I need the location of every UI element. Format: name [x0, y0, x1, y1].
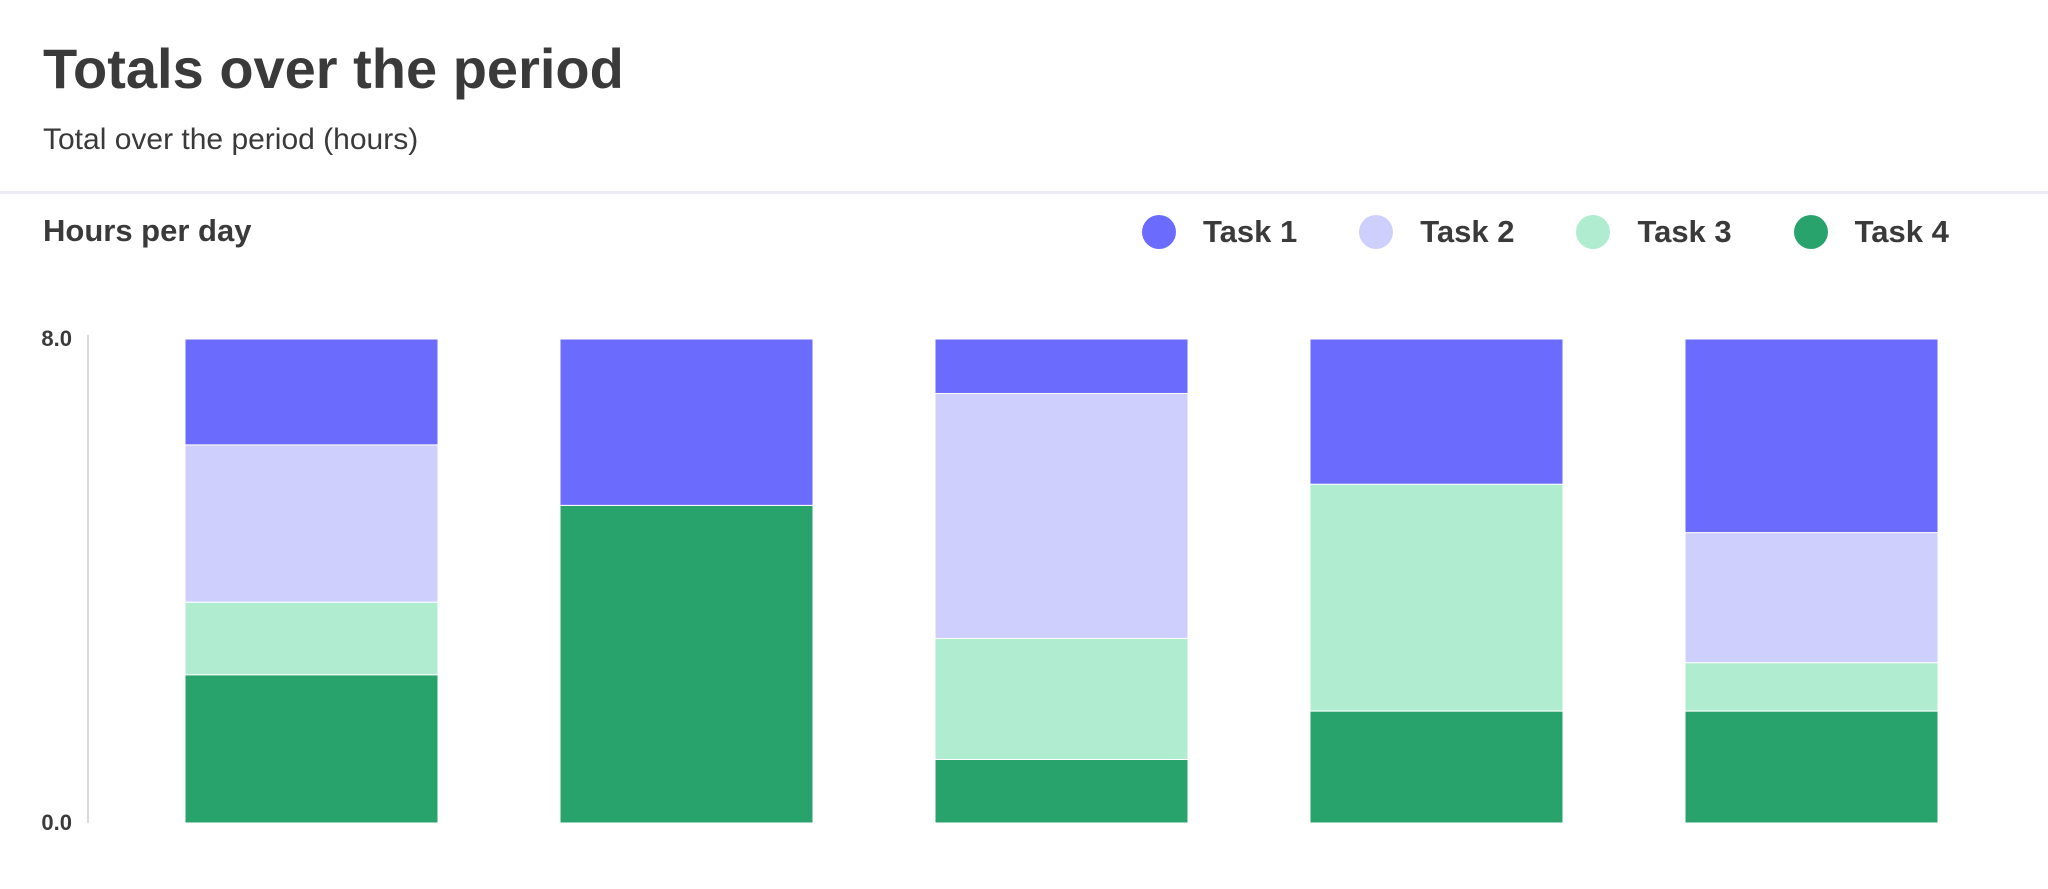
chart-heading: Hours per day	[43, 213, 252, 248]
bar-segment-task-1-4[interactable]	[1309, 338, 1564, 485]
legend-item-task-3[interactable]: Task 3	[1576, 214, 1732, 250]
bar-segment-task-3-4[interactable]	[1309, 483, 1564, 712]
bar-segment-task-1-2[interactable]	[559, 338, 814, 506]
bar-segment-task-4-5[interactable]	[1684, 710, 1939, 824]
bar-segment-task-3-1[interactable]	[184, 601, 439, 676]
page-subtitle: Total over the period (hours)	[43, 123, 419, 156]
bar-segment-task-1-3[interactable]	[934, 338, 1189, 394]
bar-segment-task-1-5[interactable]	[1684, 338, 1939, 534]
bar-segment-task-2-1[interactable]	[184, 444, 439, 603]
chart-legend: Task 1 Task 2 Task 3 Task 4	[1142, 213, 1949, 251]
chart-card: Hours per day Task 1 Task 2 Task 3 Task 4 0…	[0, 194, 2048, 889]
legend-swatch	[1793, 215, 1828, 249]
legend-swatch	[1142, 215, 1176, 249]
legend-item-task-2[interactable]: Task 2	[1359, 214, 1514, 250]
bar-segment-task-3-5[interactable]	[1684, 662, 1939, 712]
bar-segment-task-3-3[interactable]	[934, 637, 1189, 760]
bar-segment-task-4-4[interactable]	[1309, 710, 1564, 824]
legend-item-task-4[interactable]: Task 4	[1793, 214, 1949, 250]
bar-segment-task-1-1[interactable]	[184, 338, 439, 446]
bar-segment-task-4-2[interactable]	[559, 504, 814, 824]
legend-label: Task 4	[1854, 214, 1949, 249]
y-tick-label: 0.0	[41, 810, 72, 835]
bar-segment-task-2-3[interactable]	[934, 392, 1189, 639]
legend-label: Task 2	[1420, 214, 1515, 249]
legend-label: Task 3	[1637, 214, 1732, 249]
bar-segment-task-2-5[interactable]	[1684, 532, 1939, 664]
legend-swatch	[1576, 215, 1611, 249]
legend-item-task-1[interactable]: Task 1	[1142, 214, 1297, 250]
bar-segment-task-4-1[interactable]	[184, 674, 439, 824]
header-divider	[0, 191, 2048, 194]
page-title: Totals over the period	[43, 37, 624, 100]
legend-label: Task 1	[1203, 214, 1298, 249]
y-tick-label: 8.0	[41, 326, 72, 351]
legend-swatch	[1359, 215, 1394, 249]
bar-segment-task-4-3[interactable]	[934, 758, 1189, 824]
stacked-bar-chart: 0.0 8.0	[41, 326, 1939, 835]
